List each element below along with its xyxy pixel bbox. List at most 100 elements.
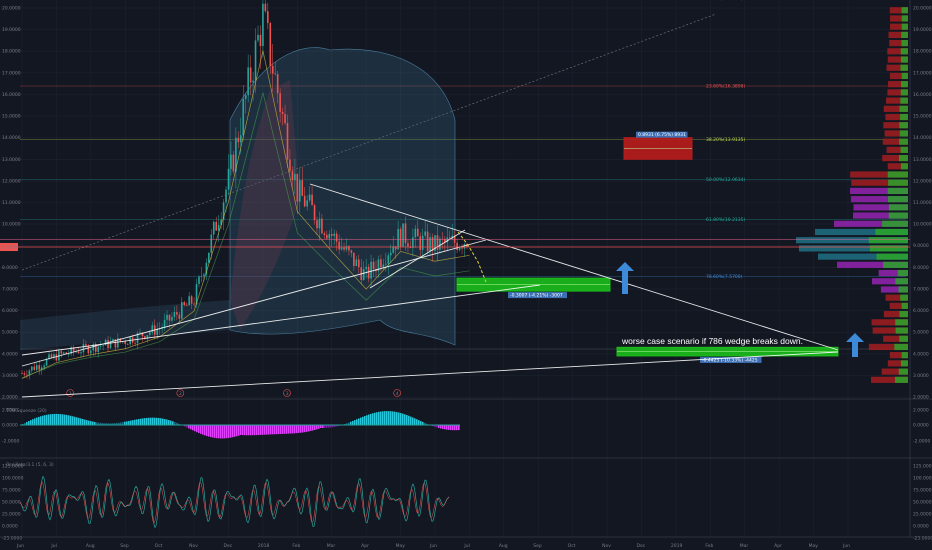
volume-profile-up-bar	[896, 327, 908, 333]
volume-profile-up-bar	[899, 286, 908, 292]
volume-profile-up-bar	[900, 106, 908, 112]
candle-body	[368, 267, 370, 279]
candle-body	[405, 223, 407, 243]
candle-body	[380, 259, 382, 267]
time-tick: Sep	[120, 543, 129, 549]
candle-body	[287, 123, 289, 159]
candle-body	[127, 344, 129, 345]
ttm-bar	[288, 425, 290, 434]
ttm-bar	[40, 416, 42, 425]
candle-body	[31, 367, 33, 371]
price-tick-left: 8.0000	[2, 265, 18, 271]
candle-body	[400, 229, 402, 247]
candle-body	[56, 354, 58, 360]
price-tick-left: 11.0000	[2, 200, 21, 206]
ttm-bar	[456, 425, 458, 430]
candle-body	[124, 341, 126, 344]
osc-tick: 0.0000	[2, 524, 18, 530]
candle-body	[233, 155, 235, 172]
price-tick-right: 12.0000	[913, 178, 932, 184]
volume-profile-up-bar	[888, 171, 908, 177]
candle-body	[282, 112, 284, 114]
volume-profile-up-bar	[901, 163, 908, 169]
volume-profile-up-bar	[899, 155, 908, 161]
ttm-bar	[66, 415, 68, 425]
volume-profile-up-bar	[901, 81, 908, 87]
ttm-bar	[216, 425, 218, 438]
candle-body	[449, 237, 451, 238]
candle-body	[402, 223, 404, 246]
candle-body	[228, 169, 230, 190]
box-label: -0.3007 (-4.21%) -3007	[510, 293, 563, 299]
ttm-bar	[276, 425, 278, 434]
ttm-bar	[442, 425, 444, 429]
ttm-bar	[384, 411, 386, 425]
ttm-bar	[46, 415, 48, 425]
ttm-bar	[454, 425, 456, 430]
volume-profile-up-bar	[902, 73, 908, 79]
ttm-bar	[240, 425, 242, 435]
candle-body	[188, 296, 190, 305]
ttm-bar	[356, 419, 358, 425]
price-tick-right: 20.0000	[913, 6, 932, 12]
candle-body	[255, 41, 257, 81]
price-tick-right: 15.0000	[913, 114, 932, 120]
ttm-bar	[314, 425, 316, 430]
ttm-bar	[264, 425, 266, 435]
ttm-bar	[196, 425, 198, 432]
candle-body	[21, 373, 23, 374]
ttm-bar	[88, 421, 90, 425]
ttm-bar	[146, 418, 148, 425]
candle-body	[343, 248, 345, 250]
volume-profile-up-bar	[902, 7, 908, 13]
ttm-bar	[232, 425, 234, 437]
ttm-bar	[378, 412, 380, 425]
volume-profile-up-bar	[902, 15, 908, 21]
candle-body	[328, 234, 330, 239]
price-tick-left: 4.0000	[2, 351, 18, 357]
time-tick: Mar	[740, 543, 749, 549]
volume-profile-up-bar	[899, 122, 908, 128]
ttm-bar	[190, 425, 192, 429]
ttm-bar	[390, 411, 392, 425]
volume-profile-up-bar	[901, 360, 908, 366]
osc-tick: 25.0000	[913, 512, 932, 518]
price-tick-right: 13.0000	[913, 157, 932, 163]
ttm-bar	[392, 411, 394, 425]
price-tick-left: 7.0000	[2, 286, 18, 292]
candle-body	[326, 235, 328, 239]
ttm-bar	[308, 425, 310, 431]
candle-body	[191, 296, 193, 303]
volume-profile-up-bar	[889, 212, 908, 218]
fib-label: 0.00%(20.4423)	[706, 0, 743, 2]
ttm-bar	[128, 421, 130, 425]
candle-body	[299, 180, 301, 201]
candle-body	[309, 195, 311, 201]
time-tick: Dec	[224, 543, 233, 549]
volume-profile-up-bar	[900, 97, 908, 103]
volume-profile-up-bar	[869, 237, 908, 243]
candle-body	[338, 242, 340, 250]
candle-body	[314, 205, 316, 220]
ttm-bar	[354, 420, 356, 425]
ttm-bar	[400, 413, 402, 425]
time-tick: Apr	[361, 543, 369, 549]
ttm-bar	[312, 425, 314, 431]
candle-body	[419, 236, 421, 250]
volume-profile-up-bar	[895, 377, 908, 383]
volume-profile-up-bar	[899, 336, 908, 342]
ttm-bar	[294, 425, 296, 433]
price-tick-left: 12.0000	[2, 178, 21, 184]
ttm-bar	[162, 419, 164, 425]
ttm-bar	[34, 418, 36, 425]
candle-body	[176, 312, 178, 315]
time-tick: Oct	[568, 543, 576, 549]
ttm-bar	[86, 420, 88, 425]
candle-body	[412, 237, 414, 248]
volume-profile-up-bar	[900, 295, 908, 301]
ttm-bar	[152, 418, 154, 425]
fib-label: 38.20%(13.9135)	[706, 137, 746, 143]
candle-body	[260, 35, 262, 46]
price-tick-right: 16.0000	[913, 92, 932, 98]
